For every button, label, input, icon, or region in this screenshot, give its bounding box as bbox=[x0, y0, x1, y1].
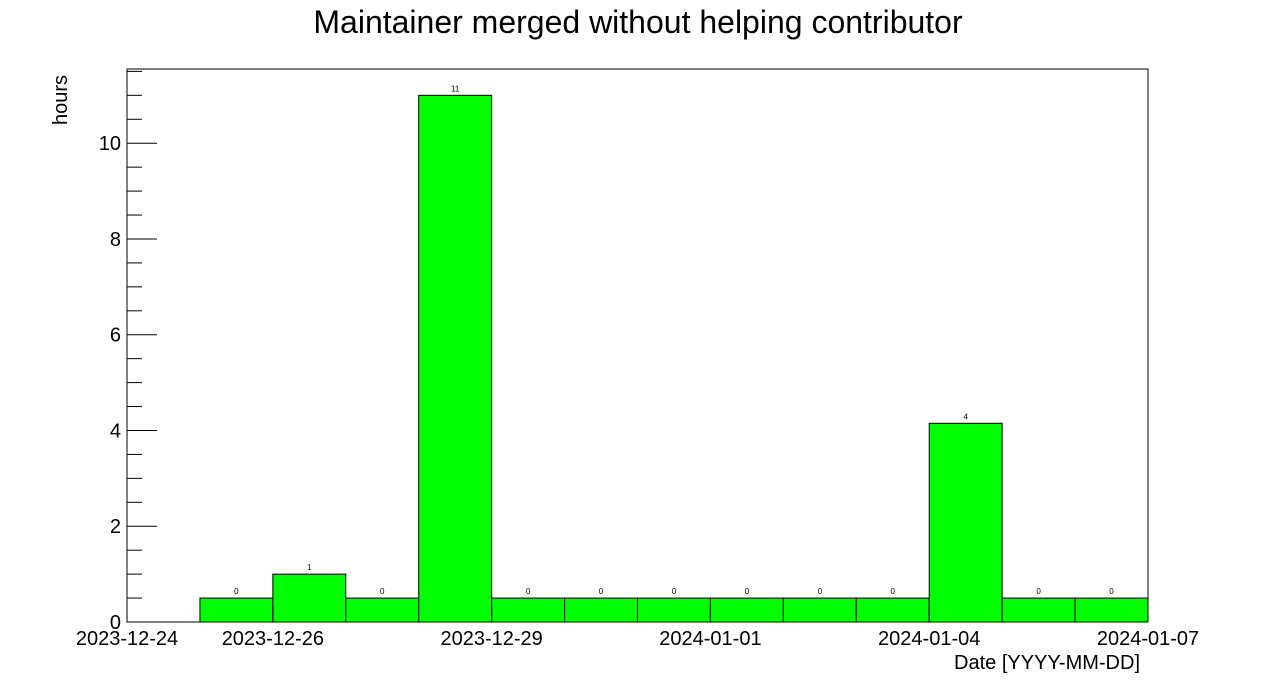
bar-value-label: 0 bbox=[818, 587, 823, 596]
bar bbox=[491, 597, 566, 623]
y-tick-label: 4 bbox=[110, 420, 121, 442]
bar bbox=[418, 94, 493, 623]
bar-value-label: 0 bbox=[380, 587, 385, 596]
bar-value-label: 0 bbox=[526, 587, 531, 596]
bar bbox=[345, 597, 420, 623]
bar bbox=[1001, 597, 1076, 623]
y-tick-label: 0 bbox=[110, 612, 121, 634]
bar-value-label: 0 bbox=[1036, 587, 1041, 596]
bar-value-label: 0 bbox=[745, 587, 750, 596]
y-tick-label: 10 bbox=[99, 133, 121, 155]
bar bbox=[199, 597, 274, 623]
x-tick-label: 2023-12-24 bbox=[76, 628, 178, 650]
x-tick-label: 2024-01-07 bbox=[1097, 628, 1199, 650]
bar bbox=[272, 573, 347, 623]
bar bbox=[709, 597, 784, 623]
bar-value-label: 0 bbox=[599, 587, 604, 596]
x-tick-label: 2023-12-29 bbox=[440, 628, 542, 650]
bar-value-label: 1 bbox=[307, 563, 312, 572]
y-tick-label: 8 bbox=[110, 229, 121, 251]
x-tick-label: 2023-12-26 bbox=[222, 628, 324, 650]
y-tick-label: 6 bbox=[110, 325, 121, 347]
bars-layer bbox=[199, 94, 1149, 623]
chart-title: Maintainer merged without helping contri… bbox=[313, 4, 963, 40]
bar-value-label: 4 bbox=[963, 412, 968, 421]
bar-value-label: 0 bbox=[672, 587, 677, 596]
bar bbox=[855, 597, 930, 623]
y-axis-label: hours bbox=[50, 75, 72, 125]
x-tick-label: 2024-01-04 bbox=[878, 628, 980, 650]
bar bbox=[928, 422, 1003, 623]
x-axis: 2023-12-24 2023-12-26 2023-12-29 2024-01-01… bbox=[76, 606, 1199, 650]
bar-value-label: 0 bbox=[1109, 587, 1114, 596]
bar-value-label: 0 bbox=[234, 587, 239, 596]
bar bbox=[1074, 597, 1149, 623]
y-axis: 0 2 4 6 8 10 bbox=[99, 70, 157, 634]
x-axis-label: Date [YYYY-MM-DD] bbox=[954, 652, 1140, 674]
data-labels-layer: 0 1 0 11 0 0 0 0 0 0 4 0 0 bbox=[234, 84, 1114, 596]
bar bbox=[564, 597, 638, 623]
x-tick-label: 2024-01-01 bbox=[659, 628, 761, 650]
bar bbox=[637, 597, 711, 623]
bar-value-label: 11 bbox=[451, 84, 460, 93]
bar bbox=[782, 597, 857, 623]
y-tick-label: 2 bbox=[110, 516, 121, 538]
bar-value-label: 0 bbox=[891, 587, 896, 596]
plot-frame bbox=[126, 68, 1149, 623]
